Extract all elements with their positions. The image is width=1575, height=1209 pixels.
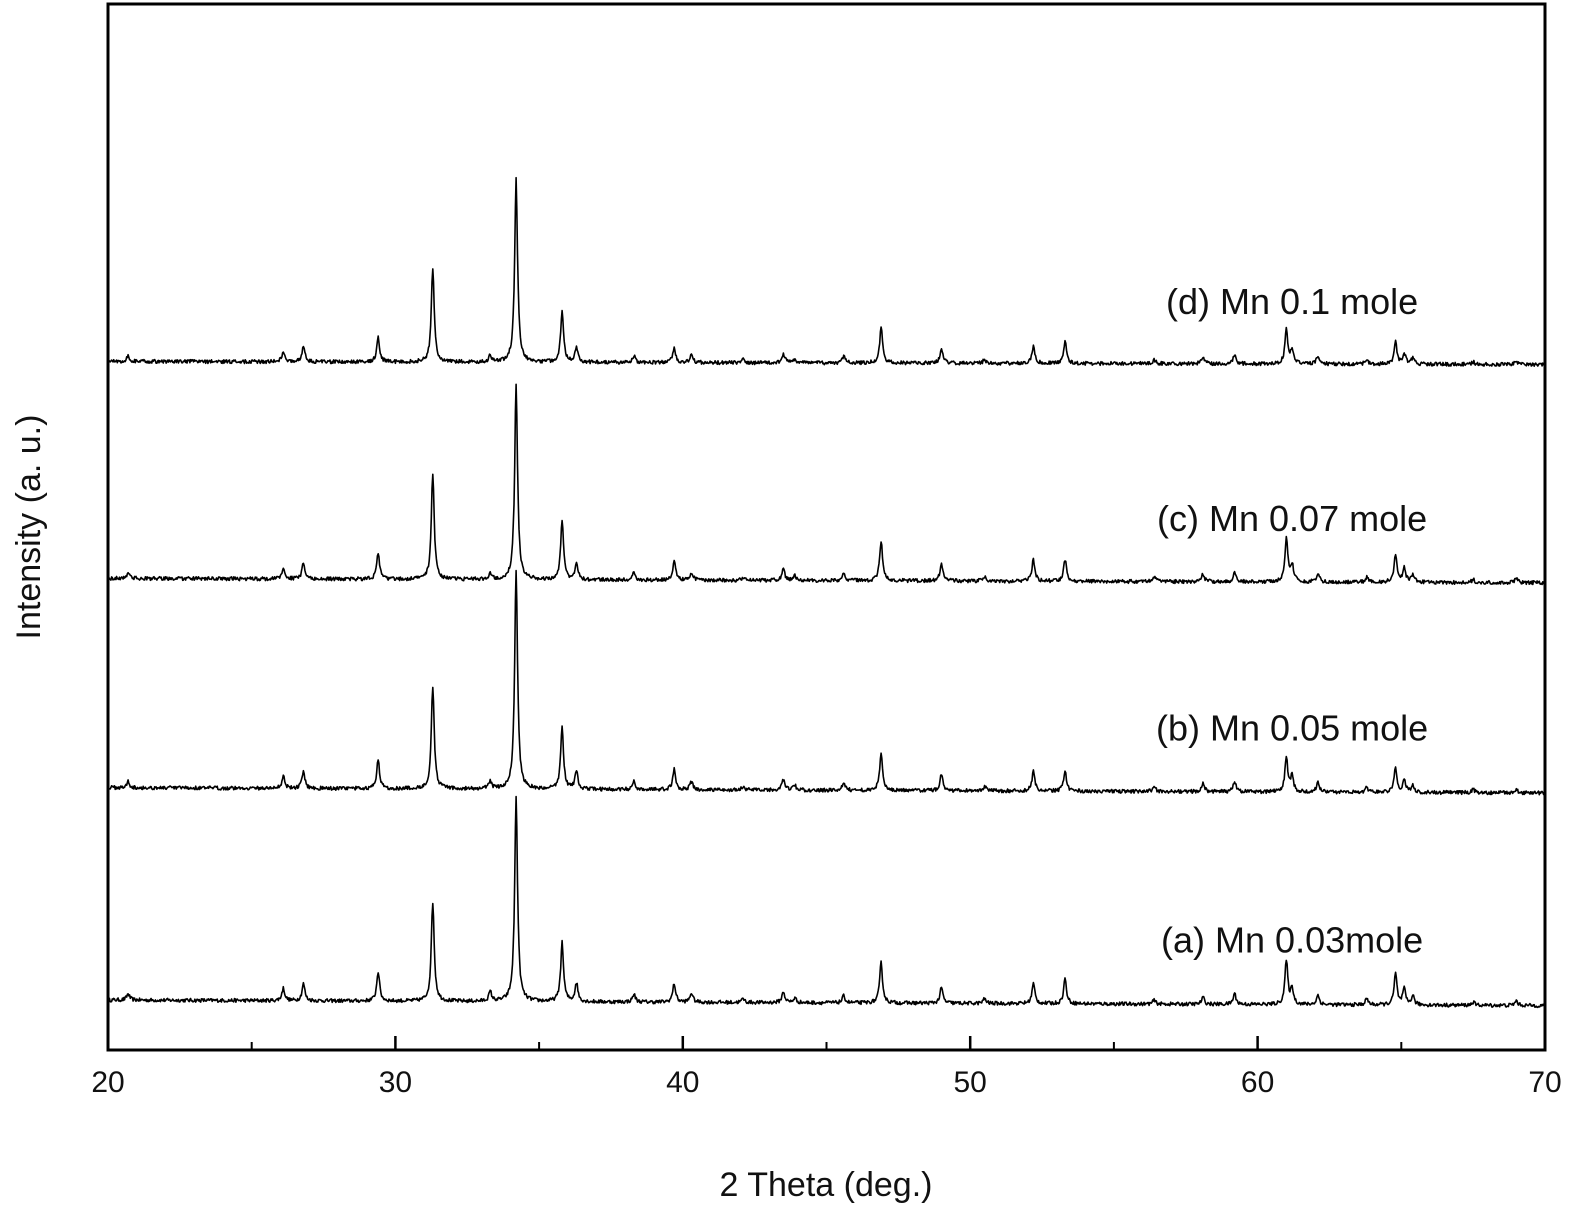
x-tick-label: 60 xyxy=(1241,1066,1274,1099)
series-trace xyxy=(107,383,1546,586)
x-axis-label: 2 Theta (deg.) xyxy=(720,1166,933,1204)
series-label: (b) Mn 0.05 mole xyxy=(1156,707,1428,748)
series-trace xyxy=(107,176,1546,367)
x-tick-label: 40 xyxy=(666,1066,699,1099)
x-tick-label: 20 xyxy=(91,1066,124,1099)
series-label: (c) Mn 0.07 mole xyxy=(1157,498,1427,539)
series-label: (a) Mn 0.03mole xyxy=(1161,920,1423,961)
series-trace xyxy=(107,795,1546,1009)
x-axis-tick-labels: 20 30 40 50 60 70 xyxy=(91,1066,1561,1099)
plot-frame xyxy=(106,2,1547,1052)
trace-group xyxy=(107,176,1546,1009)
x-tick-label: 30 xyxy=(379,1066,412,1099)
series-label-group: (a) Mn 0.03mole (b) Mn 0.05 mole (c) Mn 0.… xyxy=(1156,281,1428,961)
x-tick-label: 70 xyxy=(1528,1066,1561,1099)
series-trace xyxy=(107,569,1546,796)
y-axis-label: Intensity (a. u.) xyxy=(10,415,48,640)
series-label: (d) Mn 0.1 mole xyxy=(1166,281,1418,322)
x-tick-label: 50 xyxy=(954,1066,987,1099)
